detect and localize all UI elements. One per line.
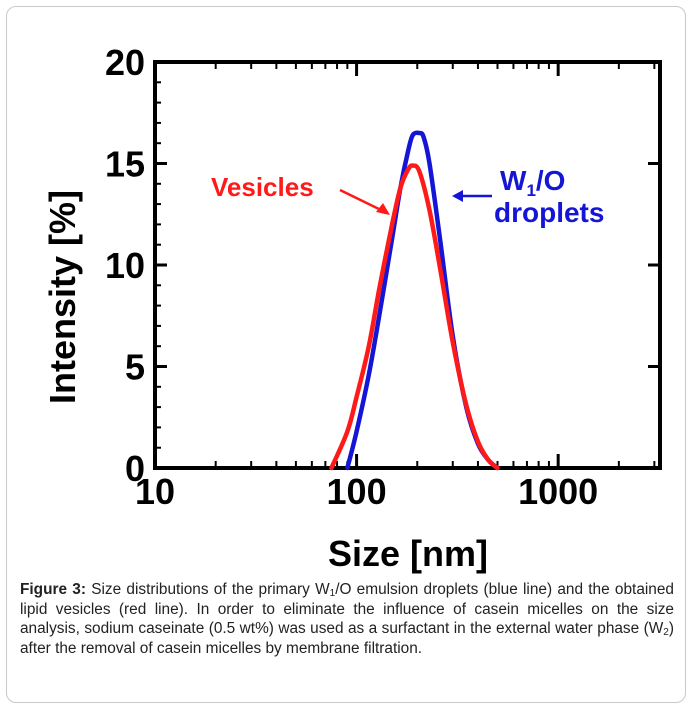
caption-text-1: Size distributions of the primary W [91,581,330,598]
caption-sub-2: 2 [663,627,669,638]
y-tick-label: 0 [125,448,145,489]
figure-caption: Figure 3: Size distributions of the prim… [20,580,674,658]
y-tick-label: 5 [125,347,145,388]
arrow-w1o [452,190,492,202]
x-tick-label: 10 [135,471,175,512]
annotation-w1o: W1/O [500,165,565,200]
x-tick-label: 100 [327,471,387,512]
annotation-w1o-sub: 1 [526,181,535,200]
x-tick-label: 1000 [518,471,598,512]
y-axis-label: Intensity [%] [42,190,83,404]
annotation-w1o-main: W [500,165,527,196]
annotation-vesicles: Vesicles [211,172,314,202]
caption-text-2: /O emulsion droplets (blue line) and the… [20,581,674,637]
y-tick-label: 20 [105,42,145,83]
plot-area: 0 5 10 15 20 10 100 1000 [105,42,662,512]
caption-sub-1: 1 [329,588,336,599]
chart: Intensity [%] Size [nm] 0 5 10 15 20 10 100 100… [42,42,662,574]
y-tick-label: 15 [105,144,145,185]
caption-text-3: ) after the removal of casein micelles b… [20,620,674,657]
y-tick-label: 10 [105,245,145,286]
x-axis-label: Size [nm] [328,533,488,574]
figure-frame [6,6,686,703]
plot-frame [153,60,662,470]
series-line-vesicles [329,163,500,471]
annotation-w1o-rest: /O [536,165,566,196]
annotation-droplets: droplets [494,197,604,228]
caption-label: Figure 3: [20,581,86,598]
arrow-vesicles [339,188,390,215]
